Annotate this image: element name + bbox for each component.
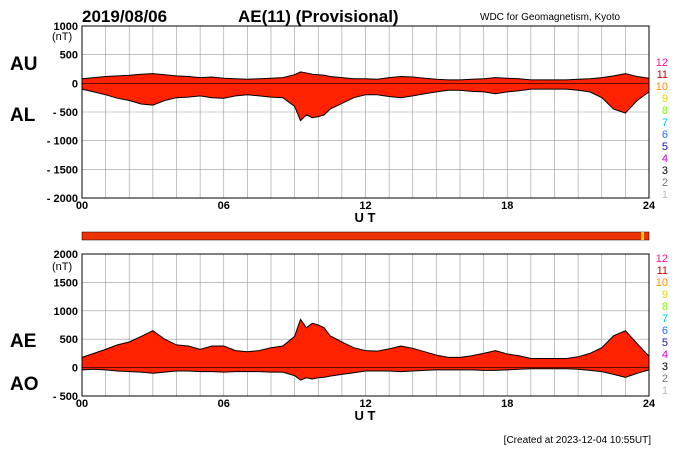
ae-ao-envelope — [82, 319, 649, 381]
ae-ao-y-ticks: 2000 1500 1000 500 0 - 500 — [53, 249, 78, 403]
station-count-label: 2 — [662, 177, 668, 189]
x-tick-label: 18 — [501, 200, 513, 212]
ae-ao-unit: (nT) — [52, 261, 72, 273]
x-tick-label: 06 — [218, 398, 230, 410]
ao-line — [81, 368, 650, 381]
au-al-unit: (nT) — [52, 31, 72, 43]
chart-title: AE(11) (Provisional) — [238, 7, 399, 26]
y-tick-label: 1500 — [54, 277, 78, 289]
station-count-label: 8 — [662, 105, 668, 117]
station-count-label: 4 — [662, 349, 668, 361]
ae-ao-plot-frame — [81, 253, 650, 397]
x-tick-label: 06 — [218, 200, 230, 212]
x-tick-label: 12 — [359, 200, 371, 212]
station-count-label: 7 — [662, 313, 668, 325]
station-count-label: 10 — [656, 277, 668, 289]
al-line — [81, 88, 650, 122]
station-count-label: 11 — [657, 265, 668, 277]
x-tick-label: 00 — [76, 398, 88, 410]
y-tick-label: 1000 — [54, 21, 78, 33]
au-al-plot-frame — [81, 25, 650, 199]
y-tick-label: - 1500 — [47, 164, 78, 176]
y-tick-label: 0 — [72, 363, 78, 375]
y-tick-label: - 500 — [53, 391, 78, 403]
ae-line — [81, 318, 650, 359]
x-tick-label: 24 — [643, 200, 656, 212]
y-tick-label: 500 — [60, 50, 78, 62]
station-count-label: 1 — [662, 189, 668, 201]
station-count-label: 10 — [656, 81, 668, 93]
station-count-label: 3 — [662, 361, 668, 373]
station-count-label: 3 — [662, 165, 668, 177]
al-label: AL — [10, 105, 36, 126]
au-al-x-ticks: 00 06 12 18 24 — [76, 200, 656, 212]
station-count-label: 1 — [662, 385, 668, 397]
station-count-label: 6 — [662, 129, 668, 141]
ae-ao-x-ticks: 00 06 12 18 24 — [76, 398, 656, 410]
station-count-label: 5 — [662, 141, 668, 153]
station-count-label: 12 — [656, 57, 668, 69]
coverage-bar — [81, 231, 650, 241]
au-al-grid — [81, 25, 650, 199]
ae-ao-grid — [81, 253, 650, 397]
y-tick-label: 0 — [72, 78, 78, 90]
x-tick-label: 00 — [76, 200, 88, 212]
ae-label: AE — [10, 331, 36, 352]
y-tick-label: 1000 — [54, 306, 78, 318]
au-al-y-ticks: 1000 500 0 - 500 - 1000 - 1500 - 2000 — [47, 21, 78, 205]
ae-ao-x-axis-label: U T — [355, 408, 376, 423]
station-count-label: 8 — [662, 301, 668, 313]
ao-label: AO — [10, 374, 39, 395]
station-count-label: 5 — [662, 337, 668, 349]
coverage-gap-mark — [641, 232, 644, 240]
au-label: AU — [10, 54, 37, 75]
y-tick-label: - 1000 — [47, 136, 78, 148]
x-tick-label: 18 — [501, 398, 513, 410]
station-count-label: 6 — [662, 325, 668, 337]
y-tick-label: 500 — [60, 334, 78, 346]
station-count-label: 2 — [662, 373, 668, 385]
y-tick-label: 2000 — [54, 249, 78, 261]
station-count-label: 4 — [662, 153, 668, 165]
station-count-label: 11 — [657, 69, 668, 81]
station-count-label: 7 — [662, 117, 668, 129]
created-timestamp: [Created at 2023-12-04 10:55UT] — [504, 435, 652, 446]
x-tick-label: 24 — [643, 398, 656, 410]
x-tick-label: 12 — [359, 398, 371, 410]
station-count-label: 9 — [662, 289, 668, 301]
au-line — [81, 71, 650, 81]
data-source: WDC for Geomagnetism, Kyoto — [480, 12, 620, 23]
au-al-x-axis-label: U T — [355, 210, 376, 225]
au-al-envelope — [82, 71, 649, 121]
station-count-label: 12 — [656, 253, 668, 265]
date-title: 2019/08/06 — [82, 7, 167, 26]
y-tick-label: - 2000 — [47, 193, 78, 205]
y-tick-label: - 500 — [53, 107, 78, 119]
station-coverage-strip — [81, 231, 650, 241]
station-count-label: 9 — [662, 93, 668, 105]
